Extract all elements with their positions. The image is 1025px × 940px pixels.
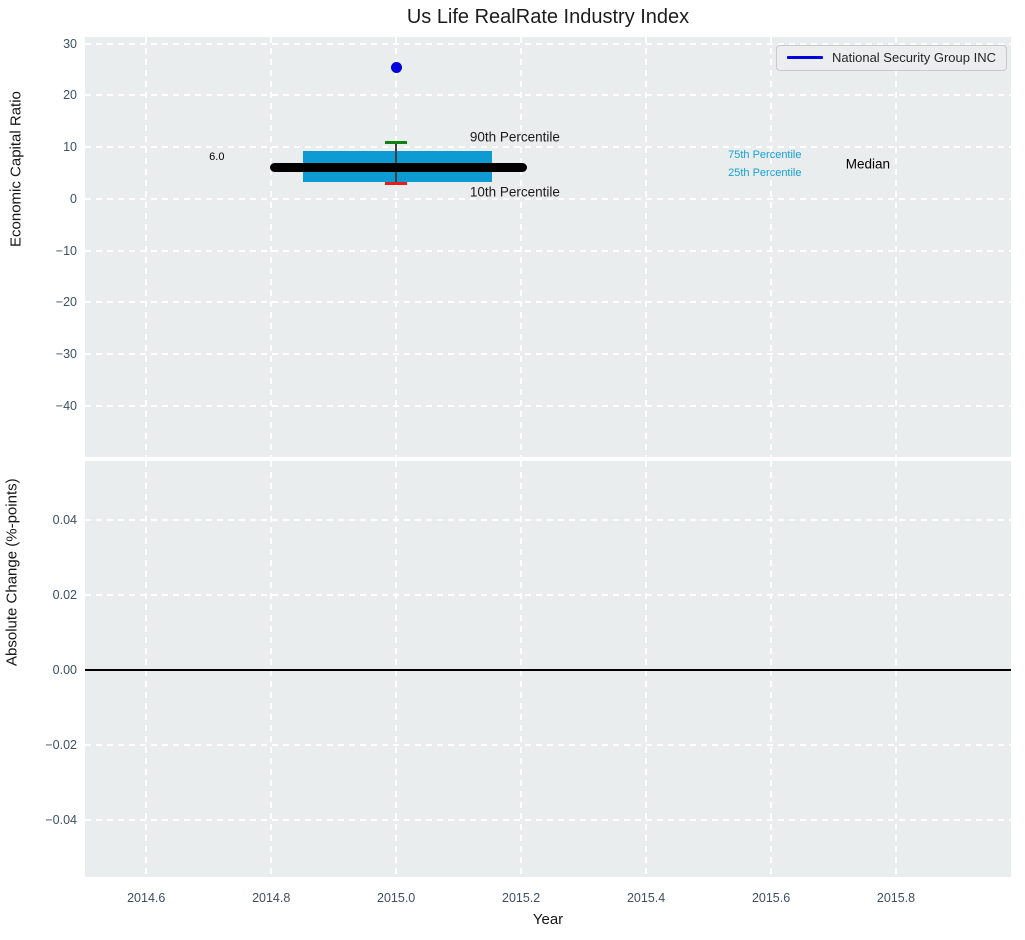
p90-cap: [384, 140, 408, 144]
annotation-6-0: 6.0: [209, 151, 225, 163]
x-gridline: [395, 37, 398, 457]
y-tick-label: 10: [63, 140, 77, 155]
legend-label: National Security Group INC: [831, 50, 996, 65]
bottom-axes-absolute-change: [85, 461, 1011, 877]
x-gridline: [145, 37, 148, 457]
y-gridline: [85, 249, 1011, 252]
x-tick-label: 2014.6: [127, 891, 166, 905]
x-tick-label: 2015.4: [626, 891, 666, 905]
chart-title: Us Life RealRate Industry Index: [406, 6, 690, 28]
whisker-line: [395, 142, 397, 184]
x-gridline: [895, 37, 898, 457]
annotation-25th-percentile: 25th Percentile: [728, 167, 802, 180]
annotation-median: Median: [845, 156, 891, 172]
y-gridline: [85, 743, 1011, 746]
top-axes-economic-capital-ratio: National Security Group INC 6.0 90th Perc…: [85, 37, 1011, 457]
x-tick-label: 2015.6: [751, 891, 791, 905]
x-axis-label-year: Year: [532, 911, 564, 928]
y-tick-label: 0.00: [52, 662, 77, 677]
annotation-10th-percentile: 10th Percentile: [469, 184, 560, 200]
x-tick-label: 2015.0: [377, 891, 416, 905]
y-tick-label: 30: [63, 36, 77, 51]
y-tick-label: 0: [70, 191, 77, 206]
y-tick-label: −30: [55, 347, 77, 362]
y-gridline: [85, 94, 1011, 97]
y-gridline: [85, 197, 1011, 200]
y-tick-label: −0.04: [45, 812, 77, 827]
x-gridline: [645, 37, 648, 457]
y-gridline: [85, 818, 1011, 821]
x-gridline: [270, 37, 273, 457]
y-tick-label: −40: [55, 398, 77, 413]
y-tick-label: 0.02: [52, 587, 77, 602]
y-gridline: [85, 146, 1011, 149]
x-tick-label: 2015.8: [876, 891, 916, 905]
annotation-75th-percentile: 75th Percentile: [728, 148, 802, 161]
x-tick-label: 2014.8: [252, 891, 291, 905]
x-gridline: [520, 37, 523, 457]
median-line: [269, 163, 528, 173]
y-tick-label: −10: [55, 243, 77, 258]
company-point: [390, 61, 402, 73]
y-gridline: [85, 301, 1011, 304]
y-gridline: [85, 353, 1011, 356]
y-tick-label: 20: [63, 88, 77, 103]
x-gridline: [770, 37, 773, 457]
y-gridline: [85, 593, 1011, 596]
y-gridline: [85, 42, 1011, 45]
legend: National Security Group INC: [775, 45, 1007, 71]
y-tick-label: −0.02: [45, 737, 77, 752]
y-tick-label: −20: [55, 295, 77, 310]
y-gridline: [85, 404, 1011, 407]
y-gridline: [85, 518, 1011, 521]
y-tick-label: 0.04: [52, 512, 77, 527]
annotation-90th-percentile: 90th Percentile: [469, 129, 560, 145]
p10-cap: [384, 182, 408, 186]
x-tick-label: 2015.2: [502, 891, 541, 905]
legend-line-swatch: [786, 56, 823, 59]
zero-reference-line: [85, 668, 1011, 671]
